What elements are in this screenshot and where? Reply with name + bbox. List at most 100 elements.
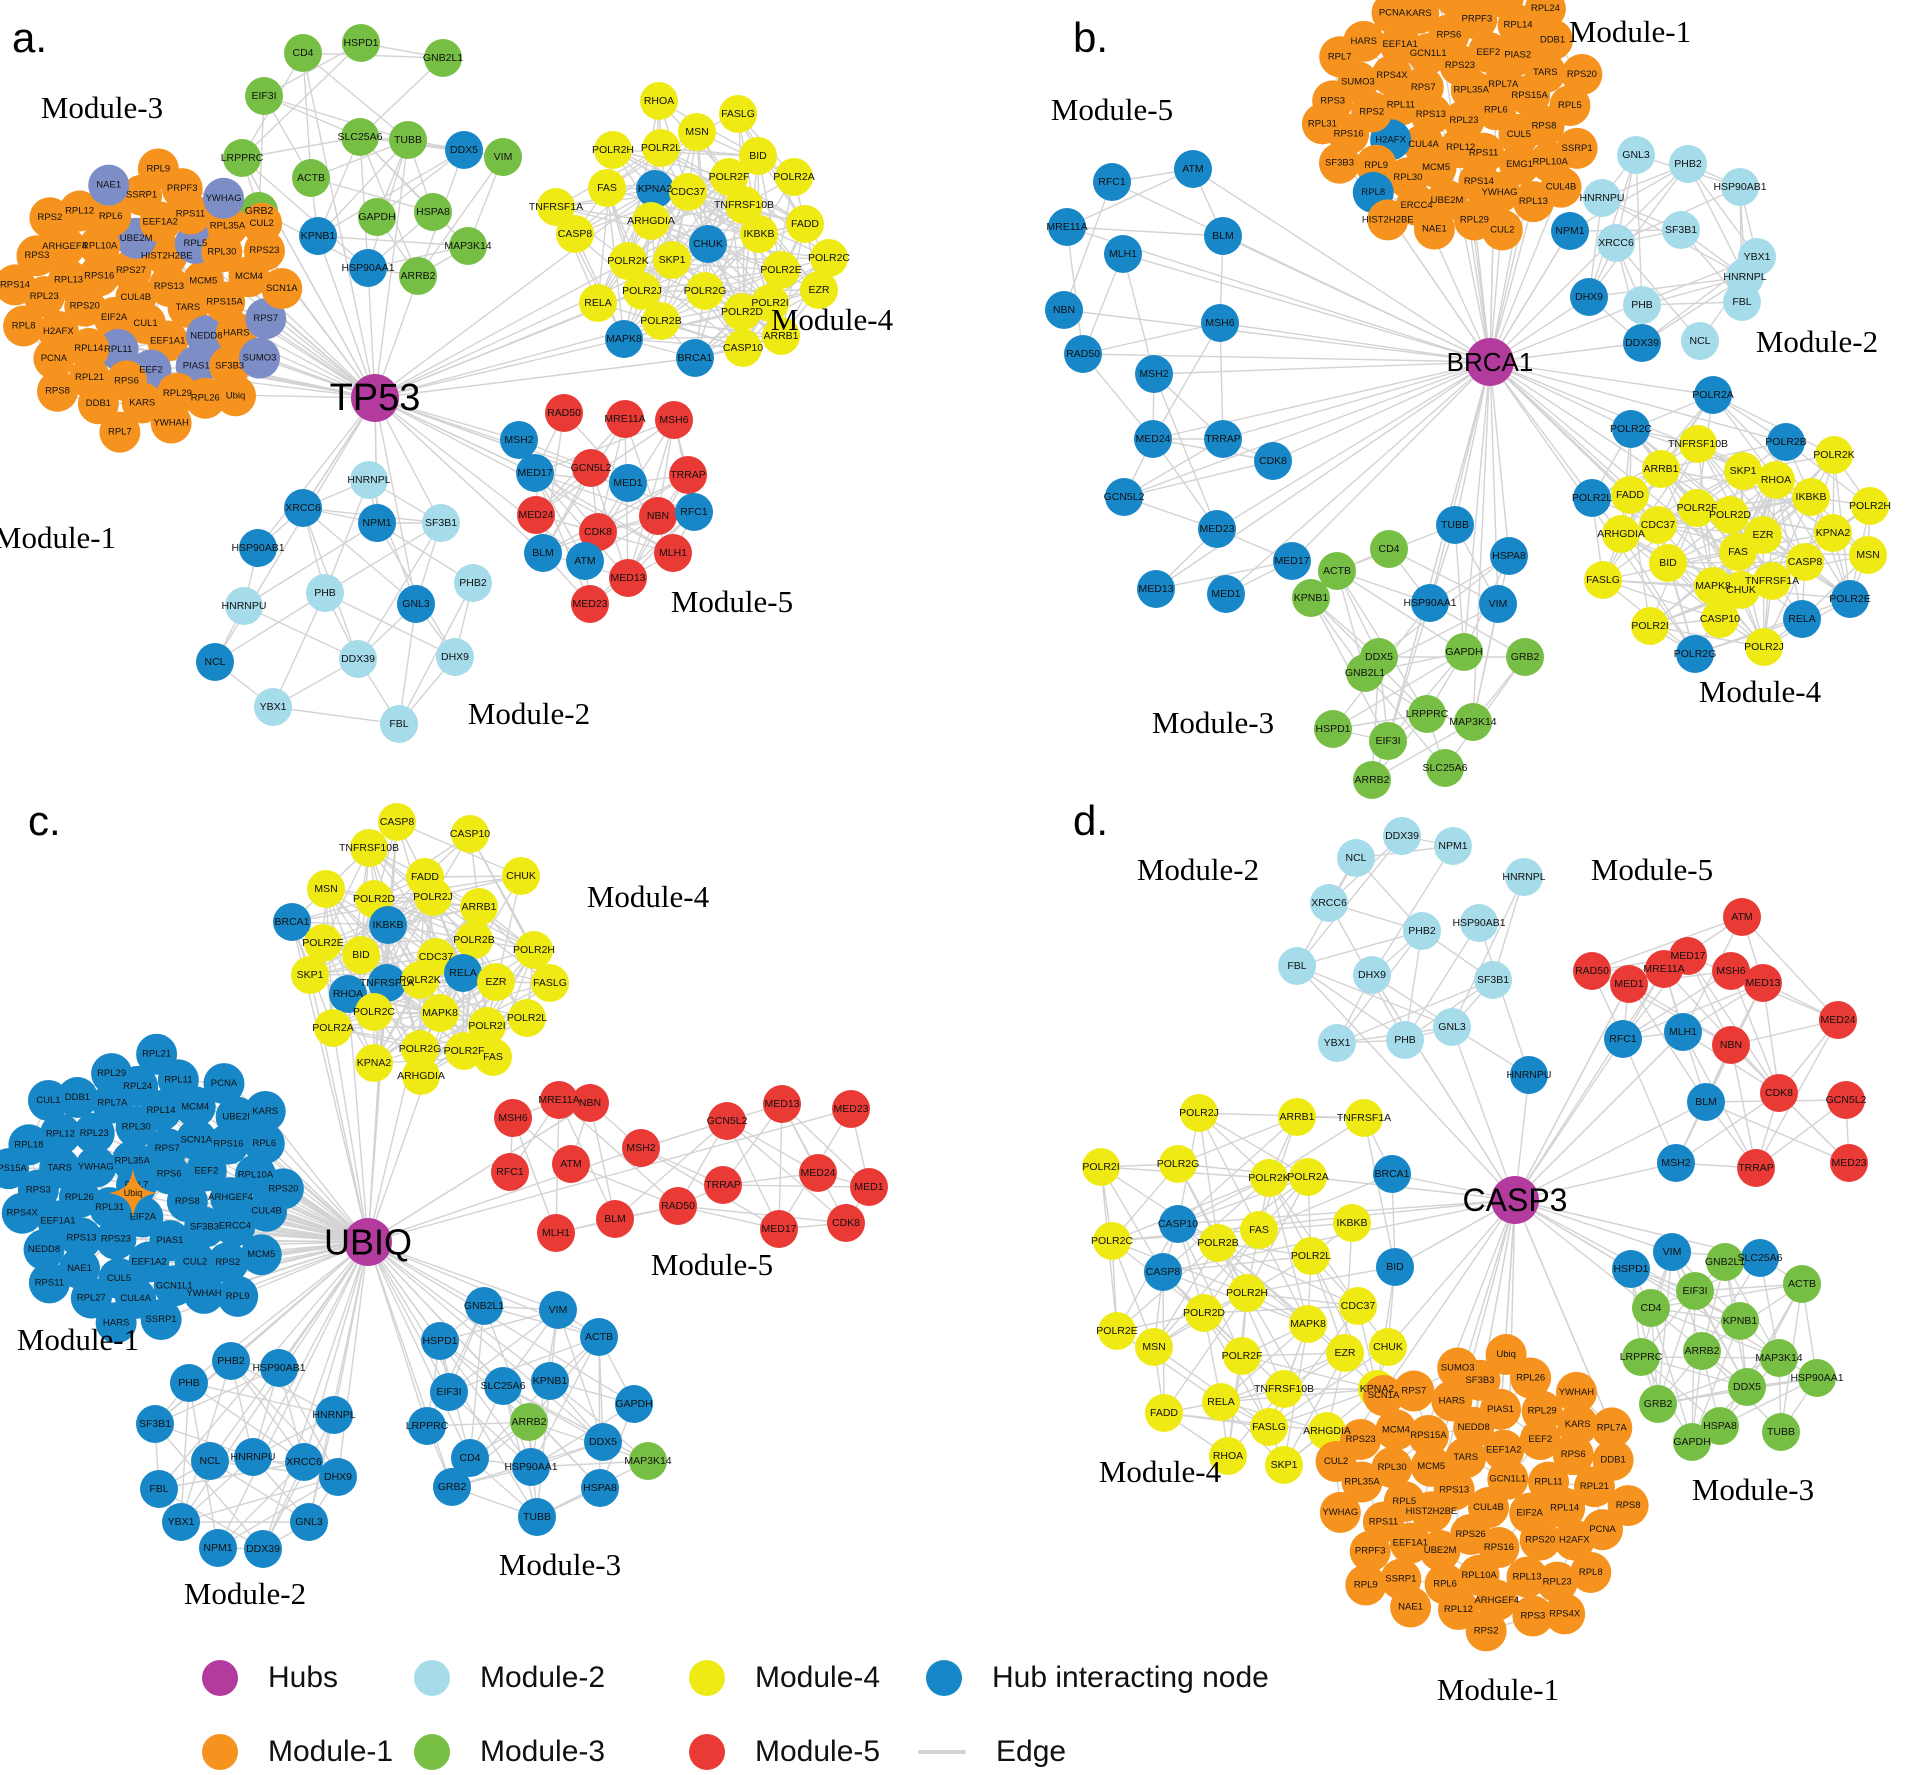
network-node [512,1448,550,1486]
network-node [1319,142,1361,184]
node-label: YWHAH [1559,1387,1595,1398]
node-label: POLR2A [312,1022,353,1034]
node-label: DDX5 [589,1436,617,1448]
network-node [510,1403,548,1441]
node-label: POLR2G [399,1043,442,1055]
network-node [465,1287,503,1325]
network-node [1681,322,1719,360]
network-node [484,138,522,176]
node-label: MRE11A [1643,963,1684,975]
node-label: RPL9 [146,163,170,174]
node-label: FBL [389,718,408,730]
network-node [566,542,604,580]
network-node [445,1032,483,1070]
node-label: RPL5 [1558,100,1582,111]
network-node [460,888,498,926]
node-label: HIST2H2BE [141,250,193,261]
node-label: MSN [685,126,708,138]
node-label: POLR2D [353,893,395,905]
node-label: CUL5 [1507,129,1531,140]
network-node [184,377,226,419]
network-node [531,964,569,1002]
node-label: GAPDH [358,211,395,223]
node-label: RPS4X [1549,1608,1581,1619]
node-label: HNRNPU [222,600,267,612]
node-label: CUL1 [36,1095,60,1106]
network-node [1573,952,1611,990]
network-node [468,1007,506,1045]
module-label: Module-1 [1569,14,1691,49]
node-label: PHB [1394,1034,1416,1046]
node-label: RPS15A [1410,1430,1447,1441]
node-label: MED24 [1820,1014,1855,1026]
node-label: TRRAP [670,469,706,481]
network-node [581,1469,619,1507]
network-node [1265,1446,1303,1484]
network-node [1701,600,1739,638]
network-node [1831,580,1869,618]
network-node [1353,761,1391,799]
network-node [678,113,716,151]
node-label: SUMO3 [1441,1363,1475,1374]
network-node [1482,0,1524,18]
network-node [1724,452,1762,490]
node-label: MED24 [800,1167,835,1179]
node-label: BID [1386,1261,1404,1273]
node-label: HSPA8 [416,206,450,218]
node-label: RPS8 [175,1196,200,1207]
node-label: RPL21 [142,1049,171,1060]
node-label: MCM5 [1422,162,1450,173]
node-label: RPS11 [1369,1517,1398,1528]
module-label: Module-4 [771,302,894,337]
node-label: MCM5 [189,276,217,287]
network-node [810,239,848,277]
network-node [1337,839,1375,877]
network-node [1403,912,1441,950]
network-node [1480,1388,1522,1430]
node-label: RPS13 [1416,109,1446,120]
hub-label: CASP3 [1463,1182,1568,1218]
node-label: ARHGDIA [397,1070,445,1082]
node-label: MCM5 [247,1249,275,1260]
node-label: POLR2K [1813,449,1854,461]
node-label: EEF1A1 [40,1215,75,1226]
node-label: MED23 [1199,523,1234,535]
network-node [436,638,474,676]
node-label: EEF1A1 [1382,39,1417,50]
network-node [1481,209,1523,251]
node-label: GNB2L1 [1345,667,1385,679]
network-node [605,320,643,358]
network-node [1417,0,1448,7]
network-node [110,249,152,291]
node-label: LRPPRC [1406,708,1449,720]
node-label: RPL7 [108,427,132,438]
network-node [1373,1155,1411,1193]
network-node [1228,1274,1266,1312]
network-node [1174,150,1212,188]
network-node [1849,536,1887,574]
node-label: EZR [1335,1347,1356,1359]
network-node [33,338,75,380]
network-node [515,931,553,969]
node-label: BID [1659,557,1677,569]
network-node [1604,1020,1642,1058]
node-label: POLR2D [721,306,763,318]
node-label: DDX39 [341,653,375,665]
node-label: RPL6 [99,211,123,222]
network-node [572,449,610,487]
node-label: YWHAH [186,1288,222,1299]
network-node [739,137,777,175]
node-label: CDK8 [1259,455,1287,467]
hub-node [1466,338,1514,386]
node-label: CUL1 [133,318,157,329]
network-node [786,205,824,243]
node-label: POLR2L [641,142,681,154]
node-label: DDX5 [1733,1381,1761,1393]
node-label: RELA [584,297,611,309]
node-label: TRRAP [1205,433,1241,445]
panel-letter: c. [28,797,61,844]
node-label: CUL2 [1490,224,1514,235]
node-label: TUBB [1441,519,1469,531]
node-label: NCL [199,1455,220,1467]
node-label: HSPA8 [1703,1420,1737,1432]
